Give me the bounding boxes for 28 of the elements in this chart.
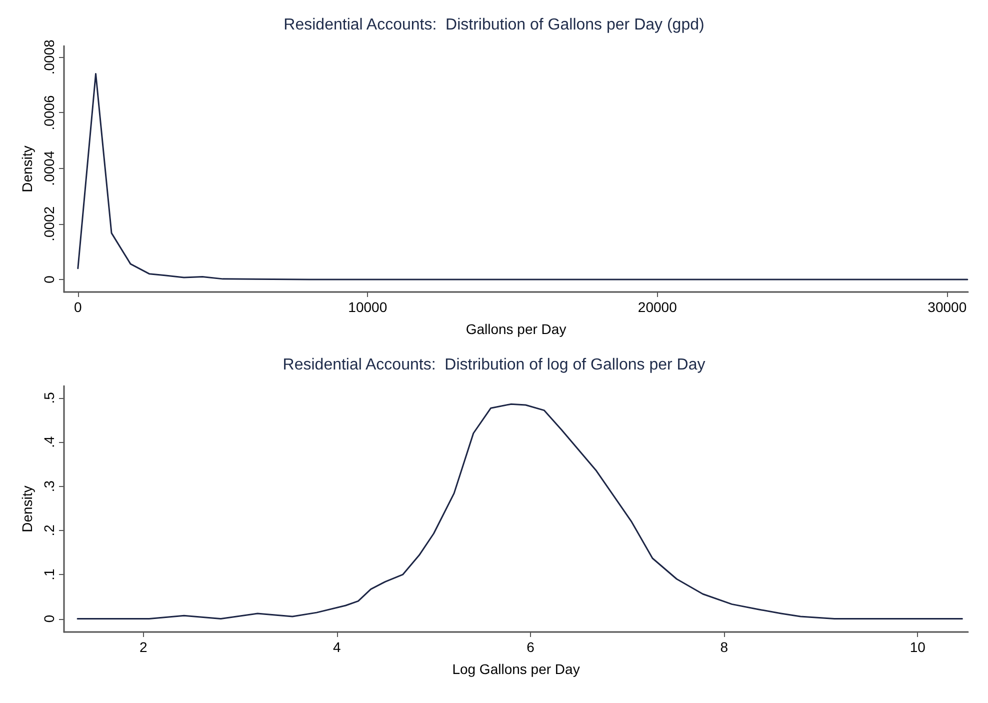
chart-title: Residential Accounts: Distribution of log of Gallons per Day xyxy=(282,356,706,374)
y-axis-title: Density xyxy=(19,486,36,532)
x-tick-label: 2 xyxy=(139,639,148,655)
x-tick-label: 0 xyxy=(74,299,82,315)
x-tick-label: 6 xyxy=(526,639,535,655)
y-tick-label: .0006 xyxy=(41,94,57,130)
x-tick-label: 8 xyxy=(720,639,728,655)
y-tick-label: .0008 xyxy=(41,39,57,75)
y-tick-label: 0 xyxy=(41,614,57,623)
y-tick-label: .1 xyxy=(41,568,57,580)
x-tick-label: 30000 xyxy=(928,299,967,315)
y-axis-title: Density xyxy=(19,146,36,192)
y-tick-label: .2 xyxy=(41,524,57,536)
y-tick-label: .0004 xyxy=(41,150,57,186)
line-series xyxy=(76,403,963,620)
x-axis-title: Log Gallons per Day xyxy=(452,661,580,677)
x-tick-label: 4 xyxy=(333,639,342,655)
chart-title: Residential Accounts: Distribution of Gallons per Day (gpd) xyxy=(284,16,704,34)
y-tick-label: 0 xyxy=(41,275,57,284)
x-axis-title: Gallons per Day xyxy=(466,321,566,337)
y-tick-label: .4 xyxy=(41,436,57,448)
x-tick-label: 10000 xyxy=(348,299,388,315)
x-tick-label: 10 xyxy=(910,639,926,655)
y-tick-label: .0002 xyxy=(41,206,57,242)
line-series xyxy=(77,73,968,280)
x-tick-label: 20000 xyxy=(638,299,678,315)
y-tick-label: .5 xyxy=(41,392,57,404)
y-tick-label: .3 xyxy=(41,480,57,492)
